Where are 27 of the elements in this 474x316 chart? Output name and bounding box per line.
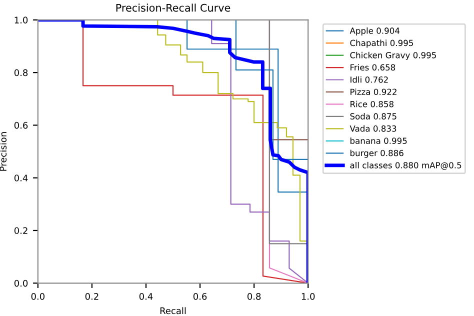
y-tick-label: 1.0 — [14, 16, 28, 24]
legend-label: Idli 0.762 — [350, 76, 388, 83]
legend-label: all classes 0.880 mAP@0.5 — [350, 162, 462, 170]
legend-label: Fries 0.658 — [350, 64, 396, 71]
y-tick-label: 0.0 — [14, 280, 28, 287]
y-axis-title: Precision — [0, 132, 7, 171]
legend-label: Pizza 0.922 — [350, 88, 396, 96]
y-tick-label: 0.2 — [14, 227, 28, 234]
x-tick-label: 0.4 — [139, 293, 153, 300]
x-tick-label: 0.6 — [193, 293, 207, 300]
x-tick-label: 0.2 — [85, 293, 98, 300]
legend-label: banana 0.995 — [350, 137, 407, 144]
y-tick-label: 0.6 — [14, 122, 28, 129]
legend-label: Rice 0.858 — [350, 100, 394, 108]
legend-label: Chapathi 0.995 — [350, 40, 413, 48]
x-axis-title: Recall — [160, 307, 186, 314]
x-tick-label: 1.0 — [302, 293, 315, 300]
y-tick-label: 0.8 — [14, 69, 28, 76]
legend-label: burger 0.886 — [350, 150, 404, 158]
legend-label: Soda 0.875 — [350, 113, 396, 120]
chart-title: Precision-Recall Curve — [116, 4, 230, 12]
legend-label: Vada 0.833 — [350, 125, 396, 132]
legend-label: Apple 0.904 — [350, 27, 400, 36]
x-tick-label: 0.8 — [247, 293, 261, 300]
x-tick-label: 0.0 — [31, 293, 44, 300]
y-tick-label: 0.4 — [14, 174, 28, 182]
legend-label: Chicken Gravy 0.995 — [350, 52, 436, 60]
